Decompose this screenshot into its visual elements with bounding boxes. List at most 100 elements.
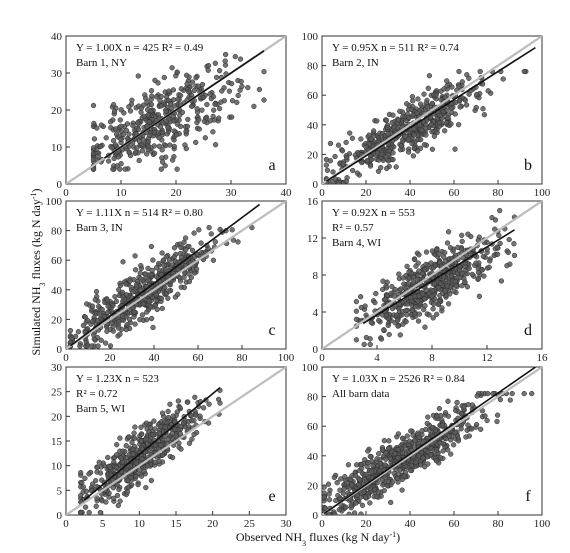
- data-point: [466, 75, 472, 81]
- data-point: [144, 151, 150, 157]
- x-tick-label: 30: [281, 518, 293, 530]
- data-point: [107, 464, 113, 470]
- plot-frame: [65, 200, 287, 350]
- data-point: [323, 162, 330, 168]
- panel-d: 0 4 8 12 16 0 4 8 12 16 Y = 0.92X n = 553 R² = 0.57…: [307, 196, 548, 364]
- data-point: [105, 309, 111, 315]
- data-point: [212, 101, 218, 107]
- data-point: [206, 401, 212, 407]
- data-point: [343, 504, 349, 510]
- data-point: [403, 307, 409, 314]
- data-point: [104, 297, 110, 303]
- data-point: [416, 252, 422, 258]
- data-point: [349, 135, 356, 141]
- data-point: [158, 423, 164, 430]
- data-point: [437, 440, 443, 446]
- y-tick-label: 20: [307, 149, 319, 161]
- data-point: [183, 246, 189, 253]
- data-point: [445, 229, 452, 235]
- data-point: [105, 454, 111, 461]
- data-point: [413, 263, 419, 269]
- data-point: [160, 120, 166, 126]
- data-point: [140, 301, 146, 307]
- data-point: [145, 139, 151, 145]
- data-point: [206, 224, 212, 231]
- data-point: [406, 281, 412, 287]
- data-layer: [66, 36, 286, 184]
- data-point: [130, 451, 136, 457]
- data-point: [135, 126, 142, 132]
- data-point: [159, 159, 166, 165]
- data-point: [116, 287, 122, 293]
- data-point: [342, 474, 348, 480]
- data-point: [181, 274, 187, 280]
- data-point: [366, 141, 372, 147]
- data-point: [372, 299, 378, 306]
- data-layer: [322, 201, 542, 349]
- data-point: [216, 105, 223, 112]
- data-point: [431, 301, 437, 307]
- data-point: [196, 227, 202, 233]
- data-point: [473, 421, 480, 428]
- x-tick-label: 20: [105, 352, 117, 364]
- data-point: [461, 404, 467, 410]
- data-point: [434, 413, 440, 419]
- data-point: [177, 431, 183, 437]
- y-tick-label: 15: [51, 436, 63, 448]
- data-point: [374, 118, 380, 124]
- data-point: [437, 112, 443, 118]
- data-point: [327, 140, 334, 147]
- data-point: [430, 288, 436, 294]
- data-point: [422, 464, 428, 470]
- data-point: [159, 129, 166, 135]
- data-point: [96, 311, 103, 317]
- data-point: [505, 249, 511, 256]
- data-point: [159, 250, 165, 256]
- data-point: [378, 336, 385, 342]
- plot-frame: [321, 366, 543, 516]
- data-point: [395, 317, 401, 324]
- data-point: [465, 401, 471, 408]
- data-point: [395, 117, 402, 123]
- data-point: [367, 453, 373, 460]
- data-point: [192, 394, 198, 400]
- data-point: [459, 232, 465, 238]
- data-point: [388, 499, 394, 506]
- data-point: [445, 398, 451, 404]
- data-point: [330, 169, 336, 175]
- data-point: [145, 112, 151, 118]
- data-point: [126, 434, 132, 440]
- data-point: [216, 68, 223, 74]
- data-point: [392, 450, 398, 457]
- data-point: [194, 106, 200, 112]
- data-point: [137, 270, 143, 276]
- data-point: [179, 109, 186, 116]
- data-point: [474, 393, 480, 399]
- data-point: [170, 87, 177, 93]
- data-point: [207, 118, 214, 124]
- data-point: [99, 306, 105, 313]
- data-point: [426, 73, 433, 79]
- data-point: [386, 438, 392, 444]
- data-point: [367, 341, 373, 348]
- data-point: [426, 312, 432, 318]
- data-point: [133, 473, 139, 480]
- data-point: [370, 463, 376, 469]
- data-point: [228, 80, 235, 87]
- panel-c: 0 20 40 60 80 100 0 20 40 60 80 100 Y = 1.11X n = 51…: [46, 196, 295, 364]
- data-point: [353, 298, 360, 305]
- data-point: [332, 511, 338, 515]
- data-point: [359, 159, 365, 166]
- data-point: [331, 474, 338, 481]
- data-point: [143, 436, 149, 442]
- data-point: [399, 450, 406, 456]
- data-point: [146, 298, 152, 304]
- data-point: [138, 262, 144, 269]
- data-point: [217, 400, 223, 406]
- data-point: [356, 476, 363, 483]
- data-point: [163, 108, 169, 115]
- data-point: [129, 482, 135, 488]
- data-point: [92, 478, 99, 484]
- data-point: [424, 420, 430, 427]
- data-point: [210, 129, 216, 135]
